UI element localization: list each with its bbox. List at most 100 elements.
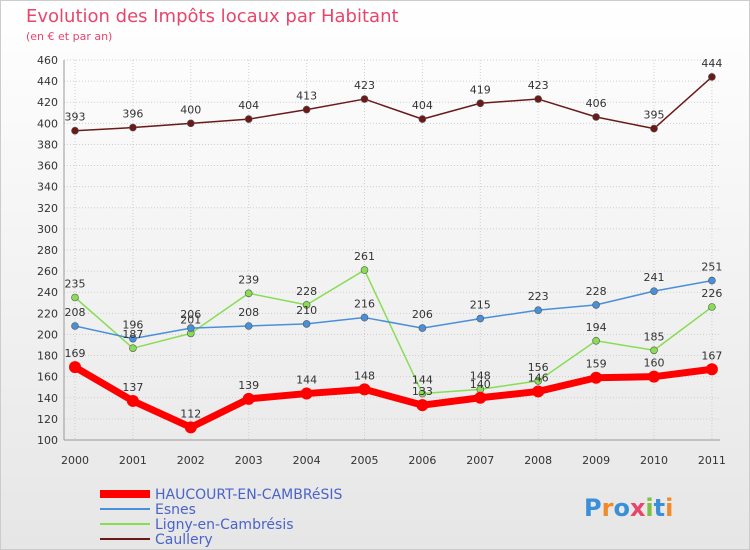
chart-title: Evolution des Impôts locaux par Habitant [26,6,399,27]
data-point [590,371,603,384]
data-label: 187 [122,328,143,341]
data-label: 423 [528,79,549,92]
y-tick-label: 340 [37,181,58,194]
data-point [71,322,79,330]
data-point [708,73,716,81]
data-point [360,95,369,103]
data-point [418,324,427,332]
axes: 100 120 140 160 180 200 220 240 260 280 300 320 340 3… [37,54,726,467]
data-label: 160 [644,357,665,370]
data-point [244,289,253,298]
y-tick-label: 300 [37,223,58,236]
data-label: 148 [470,369,491,382]
y-tick-label: 120 [37,413,58,426]
data-label: 395 [644,109,665,122]
data-point [302,105,311,114]
y-tick-label: 380 [37,138,58,151]
y-tick-label: 140 [37,392,58,405]
data-label: 146 [528,371,549,384]
data-label: 206 [180,308,201,321]
data-point [650,287,658,295]
y-tick-label: 360 [37,160,58,173]
y-tick-label: 240 [37,286,58,299]
data-point [302,320,311,328]
data-point [360,266,369,274]
data-point [129,334,137,343]
y-tick-label: 220 [37,307,58,320]
series-line-2 [74,269,713,395]
data-label: 201 [180,313,201,326]
data-point [302,301,311,309]
y-tick-label: 420 [37,96,58,109]
data-label: 241 [644,271,665,284]
data-point [648,370,660,383]
data-point [650,346,658,355]
data-label: 228 [586,285,607,298]
data-label: 413 [296,90,317,103]
series-line-0 [73,364,713,431]
x-tick-label: 2008 [524,454,552,467]
data-label: 208 [238,306,259,319]
data-point [592,301,600,309]
data-point [358,383,371,396]
data-label: 144 [412,374,433,387]
data-point [474,391,487,404]
data-label: 159 [586,358,607,371]
y-tick-label: 400 [37,117,58,130]
data-label: 194 [586,321,607,334]
data-point [360,313,369,322]
data-label: 406 [586,97,607,110]
y-tick-label: 160 [37,371,58,384]
y-tick-label: 440 [37,75,58,88]
data-label: 137 [122,381,143,394]
data-label: 169 [65,347,86,360]
x-tick-label: 2011 [698,454,726,467]
data-point [71,126,79,135]
data-label: 400 [180,103,201,116]
data-label: 167 [701,349,722,362]
data-label: 112 [180,407,201,420]
x-tick-label: 2010 [640,454,668,467]
data-point [476,99,485,108]
data-label: 239 [238,273,259,286]
data-label: 404 [412,99,433,112]
data-point [69,361,81,374]
data-point [418,389,427,398]
data-point [244,115,253,123]
x-tick-label: 2003 [235,454,263,467]
data-label: 419 [470,83,491,96]
data-label: 223 [528,290,549,303]
data-label: 208 [65,306,86,319]
y-tick-label: 100 [37,434,58,447]
data-point [708,276,716,285]
data-label: 444 [701,57,722,70]
data-label: 139 [238,379,259,392]
data-label: 235 [65,278,86,291]
data-label: 196 [122,319,143,332]
x-tick-label: 2004 [293,454,321,467]
data-label: 228 [296,285,317,298]
data-label: 206 [412,308,433,321]
series-layer [69,73,718,434]
data-point [534,377,543,385]
data-point [534,95,543,103]
y-tick-label: 260 [37,265,58,278]
data-label: 404 [238,99,259,112]
data-label: 216 [354,298,375,311]
legend-label: Ligny-en-Cambrésis [155,517,294,533]
data-point [129,123,137,132]
y-tick-label: 280 [37,244,58,257]
data-label: 148 [354,369,375,382]
data-point [534,306,543,314]
data-point [592,336,600,345]
data-label: 226 [701,287,722,300]
x-tick-label: 2000 [61,454,89,467]
data-label: 185 [644,330,665,343]
data-point [187,119,195,128]
data-point [129,344,137,352]
data-label: 144 [296,374,317,387]
data-point [184,421,197,434]
data-point [705,363,718,376]
